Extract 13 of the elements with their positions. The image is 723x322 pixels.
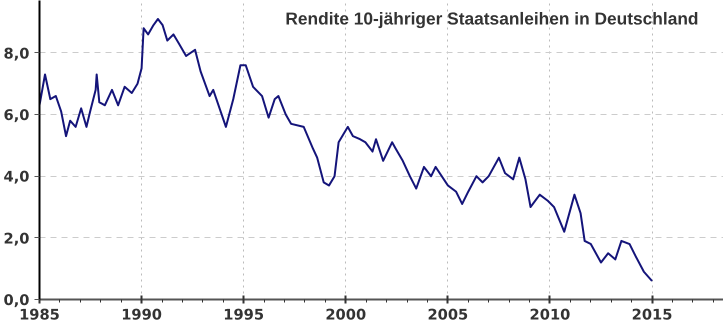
y-tick-label: 6,0: [4, 107, 30, 124]
x-tick-label: 1990: [121, 306, 162, 322]
x-tick-label: 2000: [325, 306, 366, 322]
x-tick-label: 1985: [19, 306, 60, 322]
x-tick-label: 1995: [223, 306, 264, 322]
x-tick-label: 2005: [427, 306, 468, 322]
x-tick-label: 2010: [530, 306, 570, 322]
text: Rendite 10-jähriger Staatsanleihen in Deutschland: [285, 8, 698, 28]
y-tick-label: 0,0: [4, 292, 30, 309]
y-tick-label: 4,0: [4, 168, 30, 186]
y-tick-label: 8,0: [4, 45, 30, 62]
y-tick-label: 2,0: [4, 230, 30, 248]
x-tick-label: 2015: [632, 306, 672, 322]
